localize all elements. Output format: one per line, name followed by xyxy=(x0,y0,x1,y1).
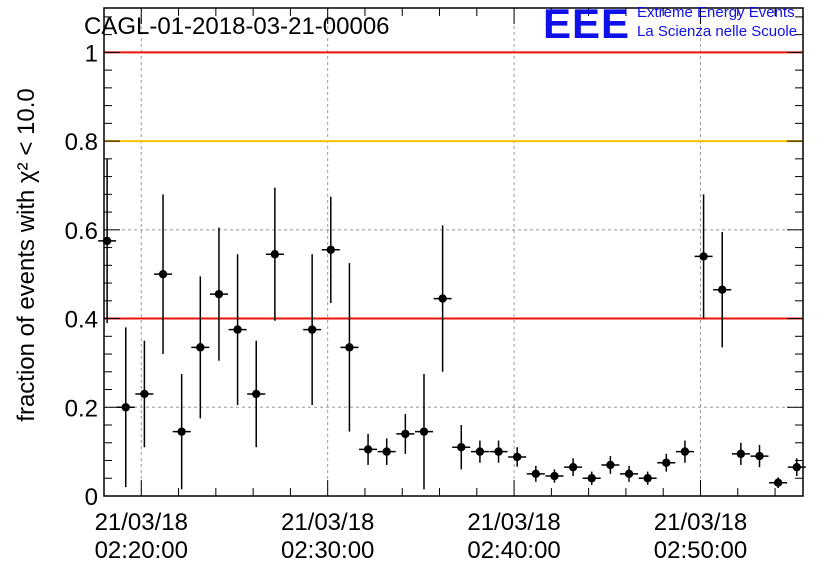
x-tick-label-time: 02:50:00 xyxy=(654,537,747,564)
data-point xyxy=(699,252,708,261)
data-point xyxy=(158,269,168,279)
data-point xyxy=(494,447,503,456)
x-tick-label-date: 21/03/18 xyxy=(95,509,188,536)
x-tick-label-time: 02:40:00 xyxy=(467,537,560,564)
data-point xyxy=(587,474,596,483)
data-point xyxy=(382,447,391,456)
data-point xyxy=(177,427,186,436)
axes: 21/03/1802:20:0021/03/1802:30:0021/03/18… xyxy=(65,7,804,564)
x-tick-label-time: 02:30:00 xyxy=(281,537,374,564)
x-tick-label-date: 21/03/18 xyxy=(467,509,560,536)
data-point xyxy=(121,403,130,412)
plot-frame xyxy=(103,7,804,497)
data-point xyxy=(140,389,149,399)
data-point xyxy=(326,245,335,254)
data-point xyxy=(755,451,764,461)
data-point xyxy=(475,447,485,456)
logo-line-2: La Scienza nelle Scuole xyxy=(637,23,798,40)
y-tick-label: 0 xyxy=(85,484,98,511)
y-axis-label: fraction of events with χ² < 10.0 xyxy=(13,88,40,421)
data-point xyxy=(550,471,559,481)
data-point xyxy=(102,236,112,246)
data-point xyxy=(512,452,522,462)
data-point xyxy=(680,447,690,456)
data-point xyxy=(419,427,429,436)
data-point xyxy=(345,343,354,352)
data-point xyxy=(792,462,801,472)
eee-logo-mark: EEE xyxy=(543,0,631,47)
data-point xyxy=(457,443,466,452)
data-point xyxy=(568,462,578,472)
y-tick-label: 0.6 xyxy=(65,218,98,245)
y-tick-label: 1 xyxy=(85,40,98,67)
data-point xyxy=(401,429,410,439)
data-points xyxy=(98,158,806,490)
data-point xyxy=(438,294,447,303)
y-tick-label: 0.8 xyxy=(65,129,98,156)
data-point xyxy=(718,285,727,294)
data-point xyxy=(214,289,224,299)
x-tick-label-date: 21/03/18 xyxy=(281,509,374,536)
data-point xyxy=(252,389,261,399)
x-tick-label-time: 02:20:00 xyxy=(95,537,188,564)
data-point xyxy=(736,449,746,459)
data-point xyxy=(307,325,317,334)
data-point xyxy=(233,325,242,334)
data-point xyxy=(196,343,205,352)
data-point xyxy=(606,460,615,470)
y-tick-label: 0.4 xyxy=(65,307,98,334)
data-point xyxy=(624,469,634,479)
data-point xyxy=(643,474,652,483)
data-point xyxy=(270,250,280,259)
data-point xyxy=(662,458,671,467)
x-tick-label-date: 21/03/18 xyxy=(654,509,747,536)
data-point xyxy=(773,478,783,487)
reference-lines xyxy=(104,51,803,320)
data-point xyxy=(531,469,541,479)
logo-line-1: Extreme Energy Events xyxy=(637,4,795,21)
chart-title: CAGL-01-2018-03-21-00006 xyxy=(84,13,390,40)
y-tick-label: 0.2 xyxy=(65,395,98,422)
data-point xyxy=(363,445,373,454)
